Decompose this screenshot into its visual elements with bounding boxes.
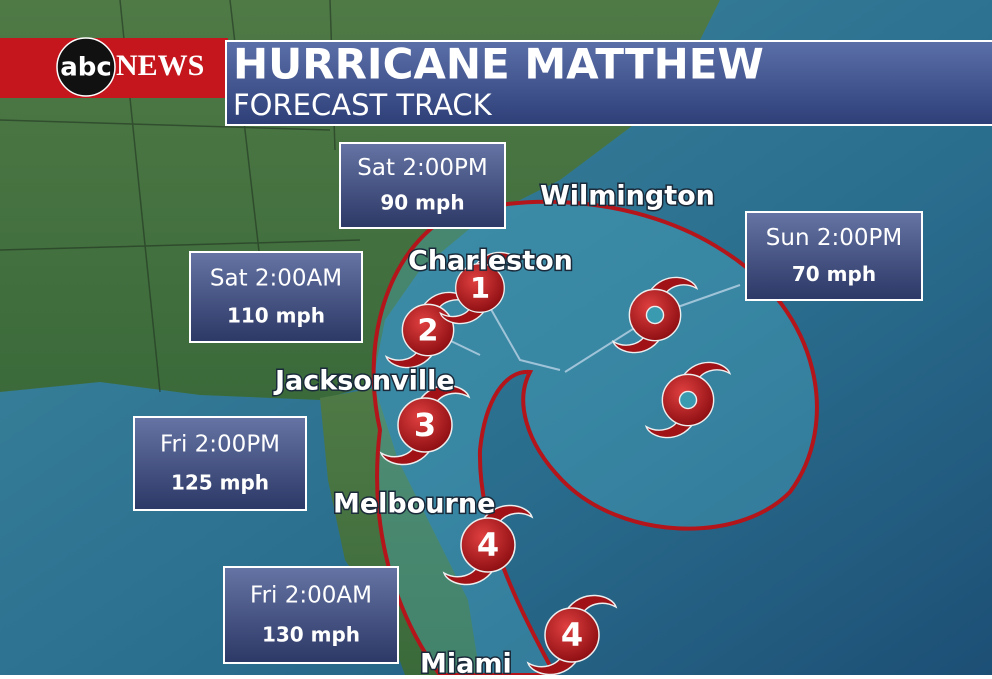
forecast-box bbox=[745, 211, 923, 301]
forecast-time: Sat 2:00AM bbox=[210, 266, 342, 292]
storm-eye bbox=[460, 517, 516, 573]
forecast-time: Fri 2:00AM bbox=[250, 582, 372, 608]
city-label: Wilmington bbox=[540, 181, 715, 212]
storm-symbol: 4 bbox=[442, 504, 534, 586]
storm-symbol: 1 bbox=[439, 251, 521, 325]
storm-category: 3 bbox=[414, 406, 436, 444]
storm-eye bbox=[401, 303, 455, 357]
forecast-time: Sun 2:00PM bbox=[766, 225, 902, 251]
storm-eye bbox=[397, 397, 453, 453]
city-label: Jacksonville bbox=[273, 366, 455, 397]
title: HURRICANE MATTHEW bbox=[233, 40, 764, 89]
forecast-wind: 90 mph bbox=[380, 191, 464, 215]
florida bbox=[320, 388, 480, 675]
storm-category: 1 bbox=[470, 271, 490, 305]
storm-symbol: 2 bbox=[384, 291, 472, 369]
state-borders bbox=[0, 0, 361, 393]
logo-news: NEWS bbox=[116, 49, 204, 82]
forecast-wind: 110 mph bbox=[227, 303, 325, 327]
storm-category: 2 bbox=[417, 313, 438, 348]
forecast-wind: 125 mph bbox=[171, 470, 269, 494]
title-panel bbox=[225, 40, 992, 126]
storm-category: 4 bbox=[561, 616, 583, 654]
forecast-box bbox=[223, 566, 399, 664]
storm-core bbox=[645, 305, 665, 325]
forecast-box bbox=[189, 251, 363, 343]
forecast-time: Fri 2:00PM bbox=[160, 431, 280, 457]
storm-category: 4 bbox=[477, 526, 499, 564]
city-label: Charleston bbox=[408, 246, 573, 277]
forecast-wind: 70 mph bbox=[792, 262, 876, 286]
storm-symbols: 4 4 3 21 bbox=[379, 251, 732, 676]
storm-symbol bbox=[644, 361, 732, 439]
track-lines bbox=[427, 284, 741, 373]
city-label: Melbourne bbox=[333, 489, 495, 520]
forecast-boxes: Sat 2:00PM 90 mph Sun 2:00PM 70 mph Sat 2:00… bbox=[133, 142, 923, 664]
storm-eye bbox=[544, 607, 600, 663]
storm-symbol: 4 bbox=[526, 594, 618, 676]
city-labels: Wilmington Charleston Jacksonville Melbourn… bbox=[272, 179, 717, 679]
forecast-wind: 130 mph bbox=[262, 623, 360, 647]
storm-eye bbox=[455, 263, 505, 313]
storm-symbol: 3 bbox=[379, 384, 471, 466]
forecast-box bbox=[133, 416, 307, 511]
logo-circle bbox=[56, 37, 116, 97]
logo-abc: abc bbox=[60, 53, 112, 83]
subtitle: FORECAST TRACK bbox=[233, 88, 493, 122]
storm-core bbox=[678, 390, 698, 410]
city-label: Miami bbox=[420, 649, 512, 676]
forecast-box bbox=[339, 142, 506, 229]
storm-symbol bbox=[611, 276, 699, 354]
forecast-time: Sat 2:00PM bbox=[357, 155, 487, 181]
